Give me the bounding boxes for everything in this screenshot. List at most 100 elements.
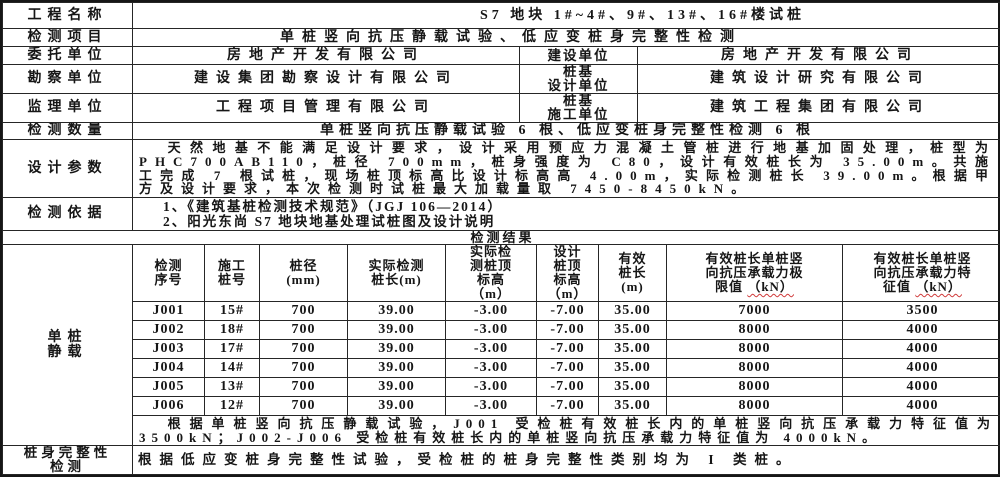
result-cell: -7.00 <box>537 321 599 340</box>
col-header-diameter: 桩径 (mm) <box>260 245 348 302</box>
table-row: 根据单桩竖向抗压静载试验，J001 受检桩有效桩长内的单桩竖向抗压承载力特征值为… <box>3 416 1000 446</box>
col-header-text: 实际检 测桩顶 标高 （m） <box>470 245 512 302</box>
result-cell: 39.00 <box>348 321 446 340</box>
result-cell: 39.00 <box>348 378 446 397</box>
result-cell: -7.00 <box>537 302 599 321</box>
table-row: J004 14# 700 39.00 -3.00 -7.00 35.00 800… <box>3 359 1000 378</box>
table-row: J002 18# 700 39.00 -3.00 -7.00 35.00 800… <box>3 321 1000 340</box>
col-header-ultimate-capacity: 有效桩长单桩竖 向抗压承载力极 限值 （kN） <box>667 245 843 302</box>
col-header-pile-no: 施工 桩号 <box>205 245 260 302</box>
table-row: 监理单位 工程项目管理有限公司 桩基 施工单位 建筑工程集团有限公司 <box>3 94 1000 123</box>
client-unit-label: 委托单位 <box>3 47 133 65</box>
design-params-value: 天然地基不能满足设计要求，设计采用预应力混凝土管桩进行地基加固处理，桩型为 PH… <box>133 140 1000 198</box>
result-cell: 35.00 <box>599 321 667 340</box>
result-cell: 39.00 <box>348 302 446 321</box>
result-cell: 35.00 <box>599 359 667 378</box>
test-quantity-value: 单桩竖向抗压静载试验 6 根、低应变桩身完整性检测 6 根 <box>133 123 1000 140</box>
result-cell: 14# <box>205 359 260 378</box>
result-cell: -7.00 <box>537 340 599 359</box>
survey-unit-value: 建设集团勘察设计有限公司 <box>133 65 520 94</box>
table-row: 勘察单位 建设集团勘察设计有限公司 桩基 设计单位 建筑设计研究有限公司 <box>3 65 1000 94</box>
result-cell: 12# <box>205 397 260 416</box>
test-items-value: 单桩竖向抗压静载试验、低应变桩身完整性检测 <box>133 29 1000 47</box>
result-cell: 700 <box>260 340 348 359</box>
result-cell: 39.00 <box>348 359 446 378</box>
result-cell: -7.00 <box>537 359 599 378</box>
col-header-effective-length: 有效 桩长 (m) <box>599 245 667 302</box>
table-row: 检测依据 1、《建筑基桩检测技术规范》（JGJ 106—2014） 2、阳光东尚… <box>3 198 1000 231</box>
pile-construction-unit-label: 桩基 施工单位 <box>520 94 638 123</box>
col-header-text: 桩径 (mm) <box>286 258 320 287</box>
result-cell: J006 <box>133 397 205 416</box>
result-cell: 3500 <box>843 302 1000 321</box>
table-row: 桩身完整性 检测 根据低应变桩身完整性试验，受检桩的桩身完整性类别均为 I 类桩… <box>3 446 1000 475</box>
result-cell: 700 <box>260 378 348 397</box>
static-load-summary: 根据单桩竖向抗压静载试验，J001 受检桩有效桩长内的单桩竖向抗压承载力特征值为… <box>133 416 1000 446</box>
result-cell: 39.00 <box>348 340 446 359</box>
design-params-label: 设计参数 <box>3 140 133 198</box>
survey-unit-label: 勘察单位 <box>3 65 133 94</box>
pile-construction-unit-value: 建筑工程集团有限公司 <box>638 94 1000 123</box>
result-cell: 8000 <box>667 378 843 397</box>
table-row: J003 17# 700 39.00 -3.00 -7.00 35.00 800… <box>3 340 1000 359</box>
test-basis-value: 1、《建筑基桩检测技术规范》（JGJ 106—2014） 2、阳光东尚 S7 地… <box>133 198 1000 231</box>
result-cell: J004 <box>133 359 205 378</box>
result-cell: 35.00 <box>599 340 667 359</box>
result-cell: -3.00 <box>446 397 537 416</box>
integrity-table: 桩身完整性 检测 根据低应变桩身完整性试验，受检桩的桩身完整性类别均为 I 类桩… <box>2 445 1000 475</box>
table-row: J006 12# 700 39.00 -3.00 -7.00 35.00 800… <box>3 397 1000 416</box>
result-cell: J003 <box>133 340 205 359</box>
col-header-test-no: 检测 序号 <box>133 245 205 302</box>
project-name-label: 工程名称 <box>3 3 133 29</box>
result-cell: 8000 <box>667 397 843 416</box>
result-cell: 35.00 <box>599 302 667 321</box>
results-section-title: 检测结果 <box>3 231 1000 245</box>
table-row: 检测结果 <box>3 231 1000 245</box>
col-header-text: 实际检测 桩长(m) <box>368 258 424 287</box>
col-header-text: 有效 桩长 (m) <box>618 251 646 294</box>
pile-design-unit-value: 建筑设计研究有限公司 <box>638 65 1000 94</box>
result-cell: 4000 <box>843 378 1000 397</box>
result-cell: -3.00 <box>446 321 537 340</box>
result-cell: 700 <box>260 397 348 416</box>
builder-unit-label: 建设单位 <box>520 47 638 65</box>
col-header-text: 设计 桩顶 标高 （m） <box>548 245 588 302</box>
result-cell: 35.00 <box>599 397 667 416</box>
result-cell: 39.00 <box>348 397 446 416</box>
result-cell: 15# <box>205 302 260 321</box>
basis-item-1: 1、《建筑基桩检测技术规范》（JGJ 106—2014） <box>137 199 998 214</box>
supervision-unit-value: 工程项目管理有限公司 <box>133 94 520 123</box>
result-cell: 700 <box>260 359 348 378</box>
col-header-design-top-elevation: 设计 桩顶 标高 （m） <box>537 245 599 302</box>
col-header-unit: （kN） <box>747 279 794 294</box>
result-cell: 7000 <box>667 302 843 321</box>
col-header-tested-length: 实际检测 桩长(m) <box>348 245 446 302</box>
table-row: 检测项目 单桩竖向抗压静载试验、低应变桩身完整性检测 <box>3 29 1000 47</box>
table-row: 检测数量 单桩竖向抗压静载试验 6 根、低应变桩身完整性检测 6 根 <box>3 123 1000 140</box>
result-cell: -3.00 <box>446 359 537 378</box>
integrity-result-text: 根据低应变桩身完整性试验，受检桩的桩身完整性类别均为 I 类桩。 <box>133 446 1000 475</box>
test-quantity-label: 检测数量 <box>3 123 133 140</box>
result-cell: -3.00 <box>446 340 537 359</box>
col-header-unit: （kN） <box>915 279 962 294</box>
result-cell: 8000 <box>667 340 843 359</box>
result-cell: 8000 <box>667 359 843 378</box>
result-cell: 18# <box>205 321 260 340</box>
result-cell: 4000 <box>843 397 1000 416</box>
col-header-text: 施工 桩号 <box>218 258 246 287</box>
result-cell: 4000 <box>843 340 1000 359</box>
pile-design-unit-label: 桩基 设计单位 <box>520 65 638 94</box>
test-items-label: 检测项目 <box>3 29 133 47</box>
results-header-row: 单桩 静载 检测 序号 施工 桩号 桩径 (mm) 实际检测 桩长(m) 实际检… <box>3 245 1000 302</box>
result-cell: -3.00 <box>446 302 537 321</box>
table-row: J001 15# 700 39.00 -3.00 -7.00 35.00 700… <box>3 302 1000 321</box>
col-header-text: 检测 序号 <box>154 258 182 287</box>
test-basis-label: 检测依据 <box>3 198 133 231</box>
basis-item-2: 2、阳光东尚 S7 地块地基处理试桩图及设计说明 <box>137 214 998 229</box>
result-cell: -3.00 <box>446 378 537 397</box>
result-cell: J005 <box>133 378 205 397</box>
section-label-static-load: 单桩 静载 <box>3 245 133 446</box>
supervision-unit-label: 监理单位 <box>3 94 133 123</box>
result-cell: -7.00 <box>537 397 599 416</box>
